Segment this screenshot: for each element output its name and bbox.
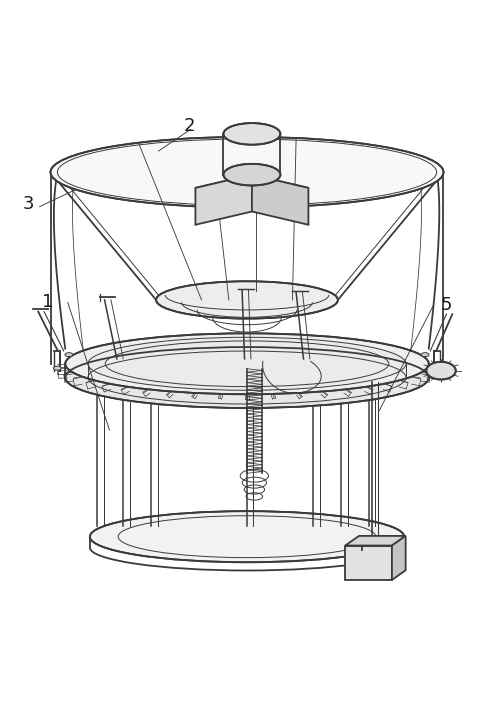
Ellipse shape — [88, 337, 406, 390]
Ellipse shape — [65, 347, 429, 408]
Ellipse shape — [156, 281, 338, 318]
Text: 3: 3 — [23, 195, 34, 213]
Ellipse shape — [65, 333, 429, 394]
Ellipse shape — [53, 366, 61, 370]
Polygon shape — [196, 174, 308, 201]
Ellipse shape — [421, 353, 429, 356]
Polygon shape — [252, 174, 308, 225]
Polygon shape — [345, 536, 406, 546]
Ellipse shape — [426, 362, 456, 380]
Text: 2: 2 — [183, 117, 195, 134]
Ellipse shape — [223, 164, 281, 186]
Ellipse shape — [50, 137, 444, 207]
Polygon shape — [196, 174, 252, 225]
Text: 5: 5 — [440, 296, 452, 314]
Ellipse shape — [65, 353, 73, 356]
Ellipse shape — [223, 123, 281, 145]
Polygon shape — [392, 536, 406, 580]
Text: 1: 1 — [42, 293, 54, 311]
Ellipse shape — [90, 511, 404, 562]
Polygon shape — [345, 546, 392, 580]
